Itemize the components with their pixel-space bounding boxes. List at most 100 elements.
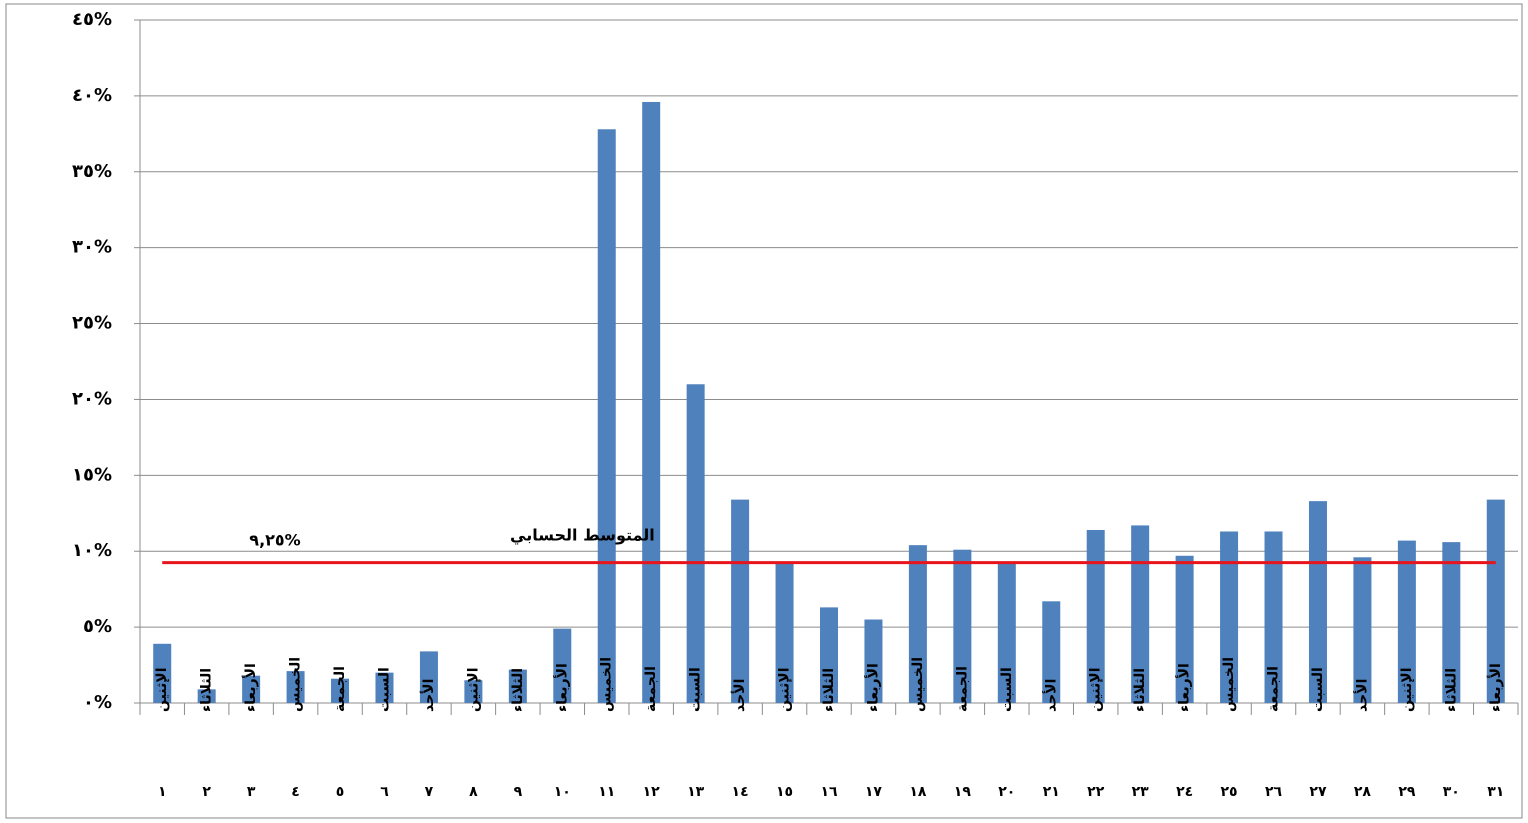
x-tick-label: الجمعة bbox=[1266, 666, 1282, 712]
bar bbox=[1442, 542, 1461, 703]
bar bbox=[375, 672, 394, 703]
bar bbox=[1308, 501, 1327, 703]
day-number: ٦ bbox=[380, 784, 389, 800]
y-tick-label: ٣٥% bbox=[72, 161, 112, 182]
x-tick-label: السبت bbox=[1310, 667, 1326, 712]
x-tick-label: الأربعاء bbox=[242, 663, 259, 712]
y-tick-label: ٥% bbox=[83, 616, 112, 637]
bar bbox=[1486, 499, 1505, 703]
x-tick-label: الثلاثاء bbox=[1443, 668, 1459, 712]
bar bbox=[1131, 525, 1150, 703]
y-tick-label: ١٥% bbox=[72, 464, 112, 485]
x-tick-label: الأحد bbox=[420, 679, 437, 712]
day-number: ٩ bbox=[514, 784, 523, 800]
day-number: ٣٠ bbox=[1443, 784, 1460, 800]
chart-border bbox=[5, 3, 1523, 819]
x-tick-label: الثلاثاء bbox=[199, 668, 215, 712]
x-tick-label: الإثنين bbox=[465, 667, 481, 712]
y-tick-label: ٢٥% bbox=[72, 313, 112, 334]
mean-name: المتوسط الحسابي bbox=[510, 526, 655, 546]
y-tick-label: ٣٠% bbox=[72, 237, 112, 258]
bar bbox=[731, 499, 750, 703]
bar bbox=[775, 561, 794, 703]
bar bbox=[686, 384, 705, 703]
x-tick-label: الجمعة bbox=[954, 666, 970, 712]
x-tick-label: الأربعاء bbox=[864, 663, 881, 712]
x-tick-label: الثلاثاء bbox=[1132, 668, 1148, 712]
bar bbox=[464, 680, 483, 703]
bar bbox=[1397, 540, 1416, 703]
x-tick-label: الجمعة bbox=[643, 666, 659, 712]
bar bbox=[1353, 557, 1372, 703]
day-number: ١٤ bbox=[732, 784, 749, 800]
bar bbox=[197, 689, 216, 703]
y-tick-label: ٤٥% bbox=[72, 9, 112, 30]
x-tick-label: الإثنين bbox=[1088, 667, 1104, 712]
day-number: ٣١ bbox=[1487, 784, 1504, 800]
bar bbox=[331, 678, 350, 703]
x-tick-label: الأربعاء bbox=[553, 663, 570, 712]
day-number: ١٠ bbox=[554, 784, 571, 800]
day-number: ١١ bbox=[598, 784, 615, 800]
x-tick-label: الإثنين bbox=[1399, 667, 1415, 712]
bar bbox=[1175, 555, 1194, 703]
x-tick-label: السبت bbox=[688, 667, 704, 712]
x-tick-label: الخميس bbox=[599, 657, 615, 712]
day-number: ١٣ bbox=[687, 784, 705, 800]
x-tick-label: السبت bbox=[376, 667, 392, 712]
bar bbox=[864, 619, 883, 703]
y-tick-label: ٤٠% bbox=[72, 85, 112, 106]
bar bbox=[597, 129, 616, 703]
x-tick-label: الأربعاء bbox=[1176, 663, 1193, 712]
day-number: ٨ bbox=[469, 784, 478, 800]
bar bbox=[908, 545, 927, 703]
day-number: ٢ bbox=[202, 784, 211, 800]
day-number: ٢٧ bbox=[1309, 784, 1327, 800]
day-number: ٢٩ bbox=[1398, 784, 1416, 800]
x-tick-label: الأحد bbox=[1353, 679, 1370, 712]
bar bbox=[286, 671, 305, 703]
day-number: ١٦ bbox=[820, 784, 838, 800]
day-number: ٢٤ bbox=[1176, 784, 1193, 800]
day-number: ٧ bbox=[425, 784, 434, 800]
bar bbox=[1086, 529, 1105, 703]
day-number: ٢٨ bbox=[1354, 784, 1372, 800]
day-number: ١٩ bbox=[954, 784, 972, 800]
bar bbox=[997, 561, 1016, 703]
day-number: ٢٣ bbox=[1132, 784, 1150, 800]
day-number: ١ bbox=[158, 784, 167, 800]
x-tick-label: الخميس bbox=[288, 657, 304, 712]
bar bbox=[953, 549, 972, 703]
bar bbox=[153, 643, 172, 703]
day-number: ٢٦ bbox=[1265, 784, 1283, 800]
x-tick-label: الخميس bbox=[910, 657, 926, 712]
day-number: ١٥ bbox=[776, 784, 793, 800]
day-number: ٤ bbox=[291, 784, 300, 800]
bar bbox=[820, 607, 838, 703]
bar bbox=[1220, 531, 1239, 703]
x-tick-label: الثلاثاء bbox=[510, 668, 526, 712]
day-number: ١٧ bbox=[865, 784, 883, 800]
x-tick-label: الأحد bbox=[1042, 679, 1059, 712]
x-tick-label: الأربعاء bbox=[1487, 663, 1504, 712]
day-number: ٥ bbox=[336, 784, 345, 800]
bar bbox=[553, 628, 572, 703]
bar bbox=[508, 669, 527, 703]
bar bbox=[419, 651, 438, 703]
y-tick-label: ٠% bbox=[83, 692, 112, 713]
y-tick-label: ١٠% bbox=[72, 540, 112, 561]
x-tick-label: الخميس bbox=[1221, 657, 1237, 712]
bar bbox=[1042, 601, 1061, 703]
day-number: ٢٢ bbox=[1087, 784, 1105, 800]
bar bbox=[642, 101, 661, 703]
x-tick-label: الإثنين bbox=[154, 667, 170, 712]
day-number: ١٢ bbox=[643, 784, 661, 800]
y-tick-label: ٢٠% bbox=[72, 388, 112, 409]
x-tick-label: الأحد bbox=[731, 679, 748, 712]
bar bbox=[1264, 531, 1283, 703]
day-number: ٢١ bbox=[1043, 784, 1060, 800]
x-tick-label: الجمعة bbox=[332, 666, 348, 712]
day-number: ٢٥ bbox=[1221, 784, 1238, 800]
mean-label: ٩,٢٥% bbox=[249, 531, 300, 550]
